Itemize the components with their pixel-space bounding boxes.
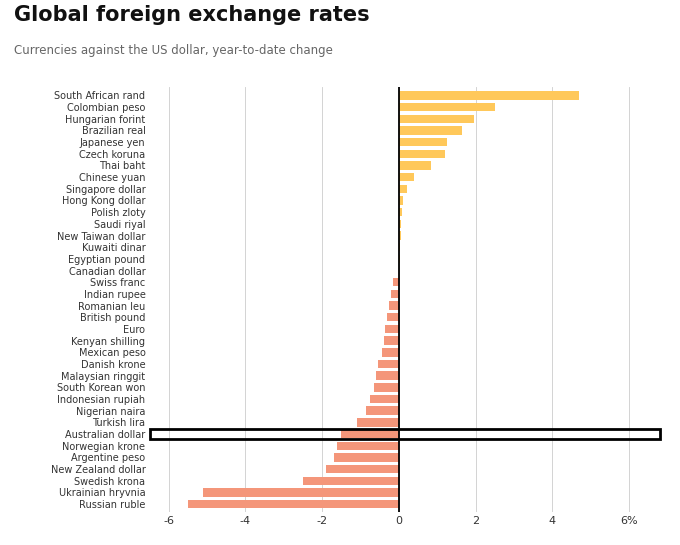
Bar bbox=[374, 383, 399, 391]
Bar bbox=[150, 429, 660, 439]
Bar bbox=[399, 220, 401, 228]
Bar bbox=[341, 430, 399, 438]
Bar bbox=[391, 290, 399, 298]
Bar bbox=[357, 418, 399, 427]
Bar bbox=[399, 161, 431, 169]
Bar bbox=[388, 313, 399, 322]
Bar bbox=[399, 91, 579, 100]
Bar bbox=[203, 488, 399, 496]
Bar bbox=[399, 208, 402, 216]
Text: Global foreign exchange rates: Global foreign exchange rates bbox=[14, 5, 369, 26]
Bar bbox=[399, 138, 447, 146]
Bar bbox=[303, 476, 399, 485]
Bar bbox=[389, 301, 399, 310]
Bar bbox=[399, 231, 401, 240]
Text: Currencies against the US dollar, year-to-date change: Currencies against the US dollar, year-t… bbox=[14, 44, 333, 57]
Bar bbox=[399, 126, 462, 135]
Bar bbox=[399, 114, 474, 123]
Bar bbox=[399, 196, 403, 205]
Bar bbox=[378, 360, 399, 368]
Bar bbox=[376, 372, 399, 380]
Bar bbox=[399, 103, 495, 111]
Bar bbox=[367, 407, 399, 415]
Bar bbox=[381, 348, 399, 356]
Bar bbox=[370, 395, 399, 403]
Bar bbox=[384, 336, 399, 345]
Bar bbox=[399, 173, 414, 181]
Bar bbox=[386, 325, 399, 333]
Bar bbox=[399, 243, 400, 251]
Bar bbox=[337, 441, 399, 450]
Bar bbox=[188, 500, 399, 508]
Bar bbox=[393, 278, 399, 287]
Bar bbox=[326, 465, 399, 473]
Bar bbox=[399, 149, 445, 158]
Bar bbox=[334, 453, 399, 462]
Bar bbox=[399, 255, 400, 263]
Bar bbox=[399, 185, 407, 193]
